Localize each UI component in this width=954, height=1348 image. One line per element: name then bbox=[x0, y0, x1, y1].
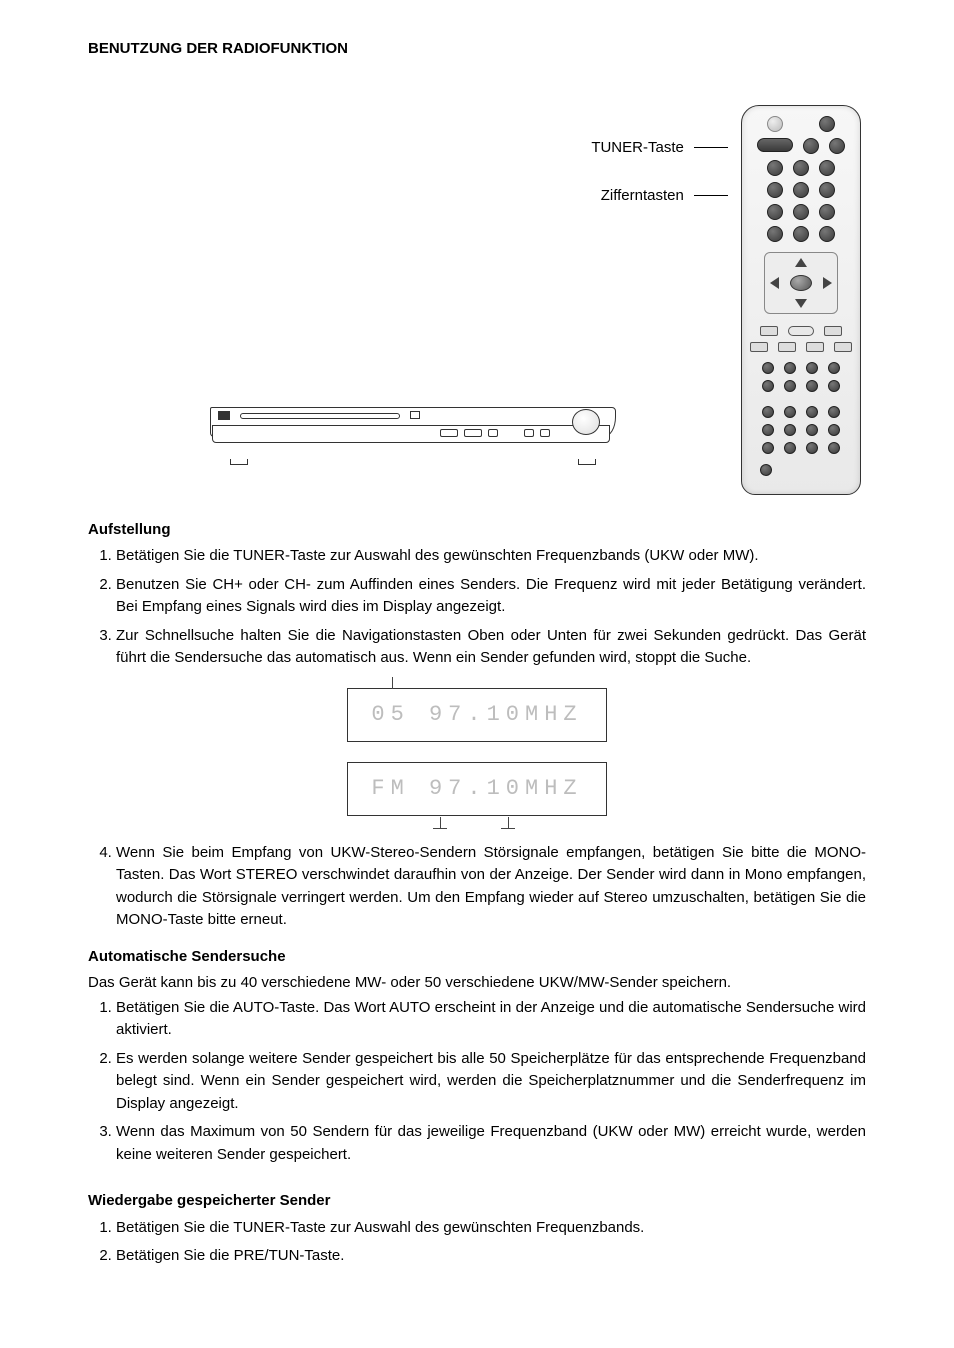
tuner-taste-label: TUNER-Taste bbox=[591, 137, 728, 160]
autosuche-list: Betätigen Sie die AUTO-Taste. Das Wort A… bbox=[88, 997, 866, 1167]
tuner-taste-text: TUNER-Taste bbox=[591, 137, 684, 160]
aufstellung-heading: Aufstellung bbox=[88, 519, 866, 542]
arrow-down-icon bbox=[795, 299, 807, 308]
nav-pad bbox=[764, 252, 838, 314]
remote-btn bbox=[828, 424, 840, 436]
remote-btn bbox=[784, 362, 796, 374]
list-item: Zur Schnellsuche halten Sie die Navigati… bbox=[116, 625, 866, 670]
digit-8 bbox=[793, 204, 809, 220]
digit-7 bbox=[767, 204, 783, 220]
remote-btn bbox=[762, 424, 774, 436]
volume-knob bbox=[572, 409, 600, 435]
wiedergabe-heading: Wiedergabe gespeicherter Sender bbox=[88, 1190, 866, 1213]
remote-btn bbox=[806, 342, 824, 352]
lcd-display-1: 05 97.10MHZ bbox=[347, 688, 607, 742]
remote-btn bbox=[806, 442, 818, 454]
remote-btn bbox=[760, 464, 772, 476]
digit-4 bbox=[767, 182, 783, 198]
lcd-displays: 05 97.10MHZ FM 97.10MHZ bbox=[347, 688, 607, 816]
digit-0 bbox=[767, 226, 783, 242]
arrow-up-icon bbox=[795, 258, 807, 267]
remote-btn bbox=[834, 342, 852, 352]
tuner-button bbox=[757, 138, 793, 152]
remote-btn bbox=[784, 442, 796, 454]
remote-btn bbox=[828, 380, 840, 392]
remote-btn bbox=[762, 442, 774, 454]
power-icon bbox=[819, 116, 835, 132]
remote-btn bbox=[806, 362, 818, 374]
list-item: Betätigen Sie die TUNER-Taste zur Auswah… bbox=[116, 1217, 866, 1240]
remote-btn bbox=[803, 138, 819, 154]
list-item: Betätigen Sie die PRE/TUN-Taste. bbox=[116, 1245, 866, 1268]
aufstellung-list: Betätigen Sie die TUNER-Taste zur Auswah… bbox=[88, 545, 866, 670]
arrow-left-icon bbox=[770, 277, 779, 289]
remote-btn bbox=[762, 406, 774, 418]
figure-area: TUNER-Taste Zifferntasten bbox=[88, 105, 866, 505]
remote-btn bbox=[760, 326, 778, 336]
remote-btn bbox=[806, 380, 818, 392]
lcd-display-2: FM 97.10MHZ bbox=[347, 762, 607, 816]
digit-3 bbox=[819, 160, 835, 176]
remote-btn bbox=[784, 424, 796, 436]
remote-btn bbox=[784, 380, 796, 392]
remote-btn bbox=[828, 406, 840, 418]
digit-6 bbox=[819, 182, 835, 198]
list-item: Wenn das Maximum von 50 Sendern für das … bbox=[116, 1121, 866, 1166]
remote-btn bbox=[784, 406, 796, 418]
list-item: Es werden solange weitere Sender gespeic… bbox=[116, 1048, 866, 1116]
digit-9 bbox=[819, 204, 835, 220]
remote-control-diagram bbox=[736, 105, 866, 495]
remote-btn bbox=[762, 362, 774, 374]
wiedergabe-list: Betätigen Sie die TUNER-Taste zur Auswah… bbox=[88, 1217, 866, 1268]
remote-btn bbox=[806, 406, 818, 418]
remote-btn bbox=[750, 342, 768, 352]
remote-btn bbox=[819, 226, 835, 242]
page-title: BENUTZUNG DER RADIOFUNKTION bbox=[88, 38, 866, 61]
autosuche-intro: Das Gerät kann bis zu 40 verschiedene MW… bbox=[88, 972, 866, 995]
receiver-unit-diagram bbox=[210, 407, 616, 459]
list-item: Betätigen Sie die TUNER-Taste zur Auswah… bbox=[116, 545, 866, 568]
remote-btn bbox=[806, 424, 818, 436]
autosuche-heading: Automatische Sendersuche bbox=[88, 946, 866, 969]
remote-btn bbox=[778, 342, 796, 352]
list-item: Betätigen Sie die AUTO-Taste. Das Wort A… bbox=[116, 997, 866, 1042]
remote-btn bbox=[829, 138, 845, 154]
zifferntasten-text: Zifferntasten bbox=[601, 185, 684, 208]
digit-5 bbox=[793, 182, 809, 198]
list-item: Wenn Sie beim Empfang von UKW-Stereo-Sen… bbox=[116, 842, 866, 932]
remote-btn bbox=[828, 362, 840, 374]
remote-btn bbox=[788, 326, 814, 336]
remote-btn bbox=[762, 380, 774, 392]
zifferntasten-label: Zifferntasten bbox=[601, 185, 728, 208]
lcd-text-1: 05 97.10MHZ bbox=[371, 698, 582, 731]
remote-btn bbox=[824, 326, 842, 336]
remote-btn bbox=[793, 226, 809, 242]
arrow-right-icon bbox=[823, 277, 832, 289]
digit-2 bbox=[793, 160, 809, 176]
list-item: Benutzen Sie CH+ oder CH- zum Auffinden … bbox=[116, 574, 866, 619]
remote-btn bbox=[767, 116, 783, 132]
digit-1 bbox=[767, 160, 783, 176]
ok-button bbox=[790, 275, 812, 291]
aufstellung-list-cont: Wenn Sie beim Empfang von UKW-Stereo-Sen… bbox=[88, 842, 866, 932]
lcd-text-2: FM 97.10MHZ bbox=[371, 772, 582, 805]
remote-btn bbox=[828, 442, 840, 454]
